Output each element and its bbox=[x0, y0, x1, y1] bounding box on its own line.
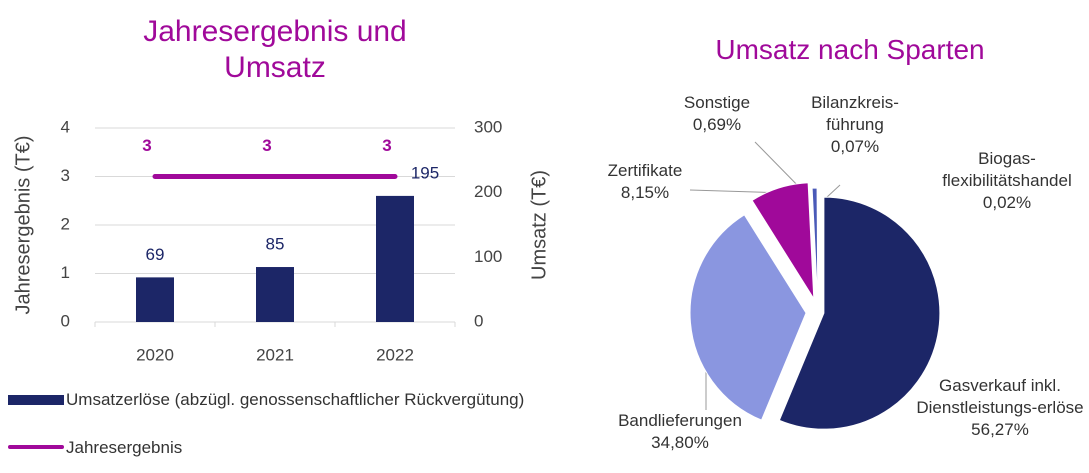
y-tick-label: 3 bbox=[61, 166, 70, 185]
y2-axis-title: Umsatz (T€) bbox=[528, 170, 550, 280]
y-tick-label: 2 bbox=[61, 214, 70, 233]
slice-name: Bilanzkreis-führung bbox=[811, 93, 899, 134]
leader-line bbox=[825, 184, 841, 199]
pie-slice bbox=[751, 182, 815, 301]
x-tick-label: 2021 bbox=[256, 345, 294, 364]
slice-name: Zertifikate bbox=[607, 161, 683, 180]
y-tick-label: 0 bbox=[61, 311, 70, 330]
chart-title: Jahresergebnis und Umsatz bbox=[143, 15, 407, 84]
slice-value: 8,15% bbox=[620, 183, 670, 202]
y2-tick-label: 300 bbox=[474, 117, 502, 136]
slice-name: Biogas-flexibilitätshandel bbox=[942, 149, 1072, 190]
slice-label: Sonstige 0,69% bbox=[672, 92, 762, 136]
slice-label: Zertifikate 8,15% bbox=[590, 160, 700, 204]
legend-label: Jahresergebnis bbox=[66, 438, 183, 457]
y-tick-label: 1 bbox=[61, 263, 70, 282]
slice-label: Bandlieferungen 34,80% bbox=[595, 410, 765, 454]
slice-name: Gasverkauf inkl. Dienstleistungs-erlöse bbox=[916, 376, 1084, 417]
y2-tick-label: 100 bbox=[474, 247, 502, 266]
data-label: 195 bbox=[411, 163, 439, 182]
chart-title: Umsatz nach Sparten bbox=[715, 34, 985, 65]
y2-tick-label: 0 bbox=[474, 311, 483, 330]
bar bbox=[136, 277, 174, 322]
legend-label: Umsatzerlöse (abzügl. genossenschaftlich… bbox=[66, 390, 525, 409]
data-label: 85 bbox=[266, 235, 285, 254]
slice-value: 0,69% bbox=[692, 115, 742, 134]
slice-value: 34,80% bbox=[651, 433, 709, 452]
bar bbox=[256, 267, 294, 322]
data-label: 69 bbox=[146, 245, 165, 264]
pie-slice bbox=[689, 214, 807, 421]
slice-value: 0,02% bbox=[982, 193, 1032, 212]
slice-label: Gasverkauf inkl. Dienstleistungs-erlöse 5… bbox=[905, 375, 1089, 441]
slice-value: 0,07% bbox=[830, 137, 880, 156]
legend-swatch bbox=[8, 395, 64, 405]
slice-name: Bandlieferungen bbox=[618, 411, 742, 430]
x-tick-label: 2020 bbox=[136, 345, 174, 364]
bar bbox=[376, 195, 414, 322]
y2-tick-label: 200 bbox=[474, 182, 502, 201]
slice-label: Biogas-flexibilitätshandel 0,02% bbox=[918, 148, 1089, 214]
y-axis-title: Jahresergebnis (T€) bbox=[12, 136, 34, 315]
slice-value: 56,27% bbox=[971, 420, 1029, 439]
slice-name: Sonstige bbox=[683, 93, 751, 112]
data-label: 3 bbox=[382, 136, 391, 155]
x-tick-label: 2022 bbox=[376, 345, 414, 364]
pie-slice bbox=[778, 196, 941, 430]
y-tick-label: 4 bbox=[61, 117, 70, 136]
data-label: 3 bbox=[262, 136, 271, 155]
data-label: 3 bbox=[142, 136, 151, 155]
slice-label: Bilanzkreis-führung 0,07% bbox=[790, 92, 920, 158]
